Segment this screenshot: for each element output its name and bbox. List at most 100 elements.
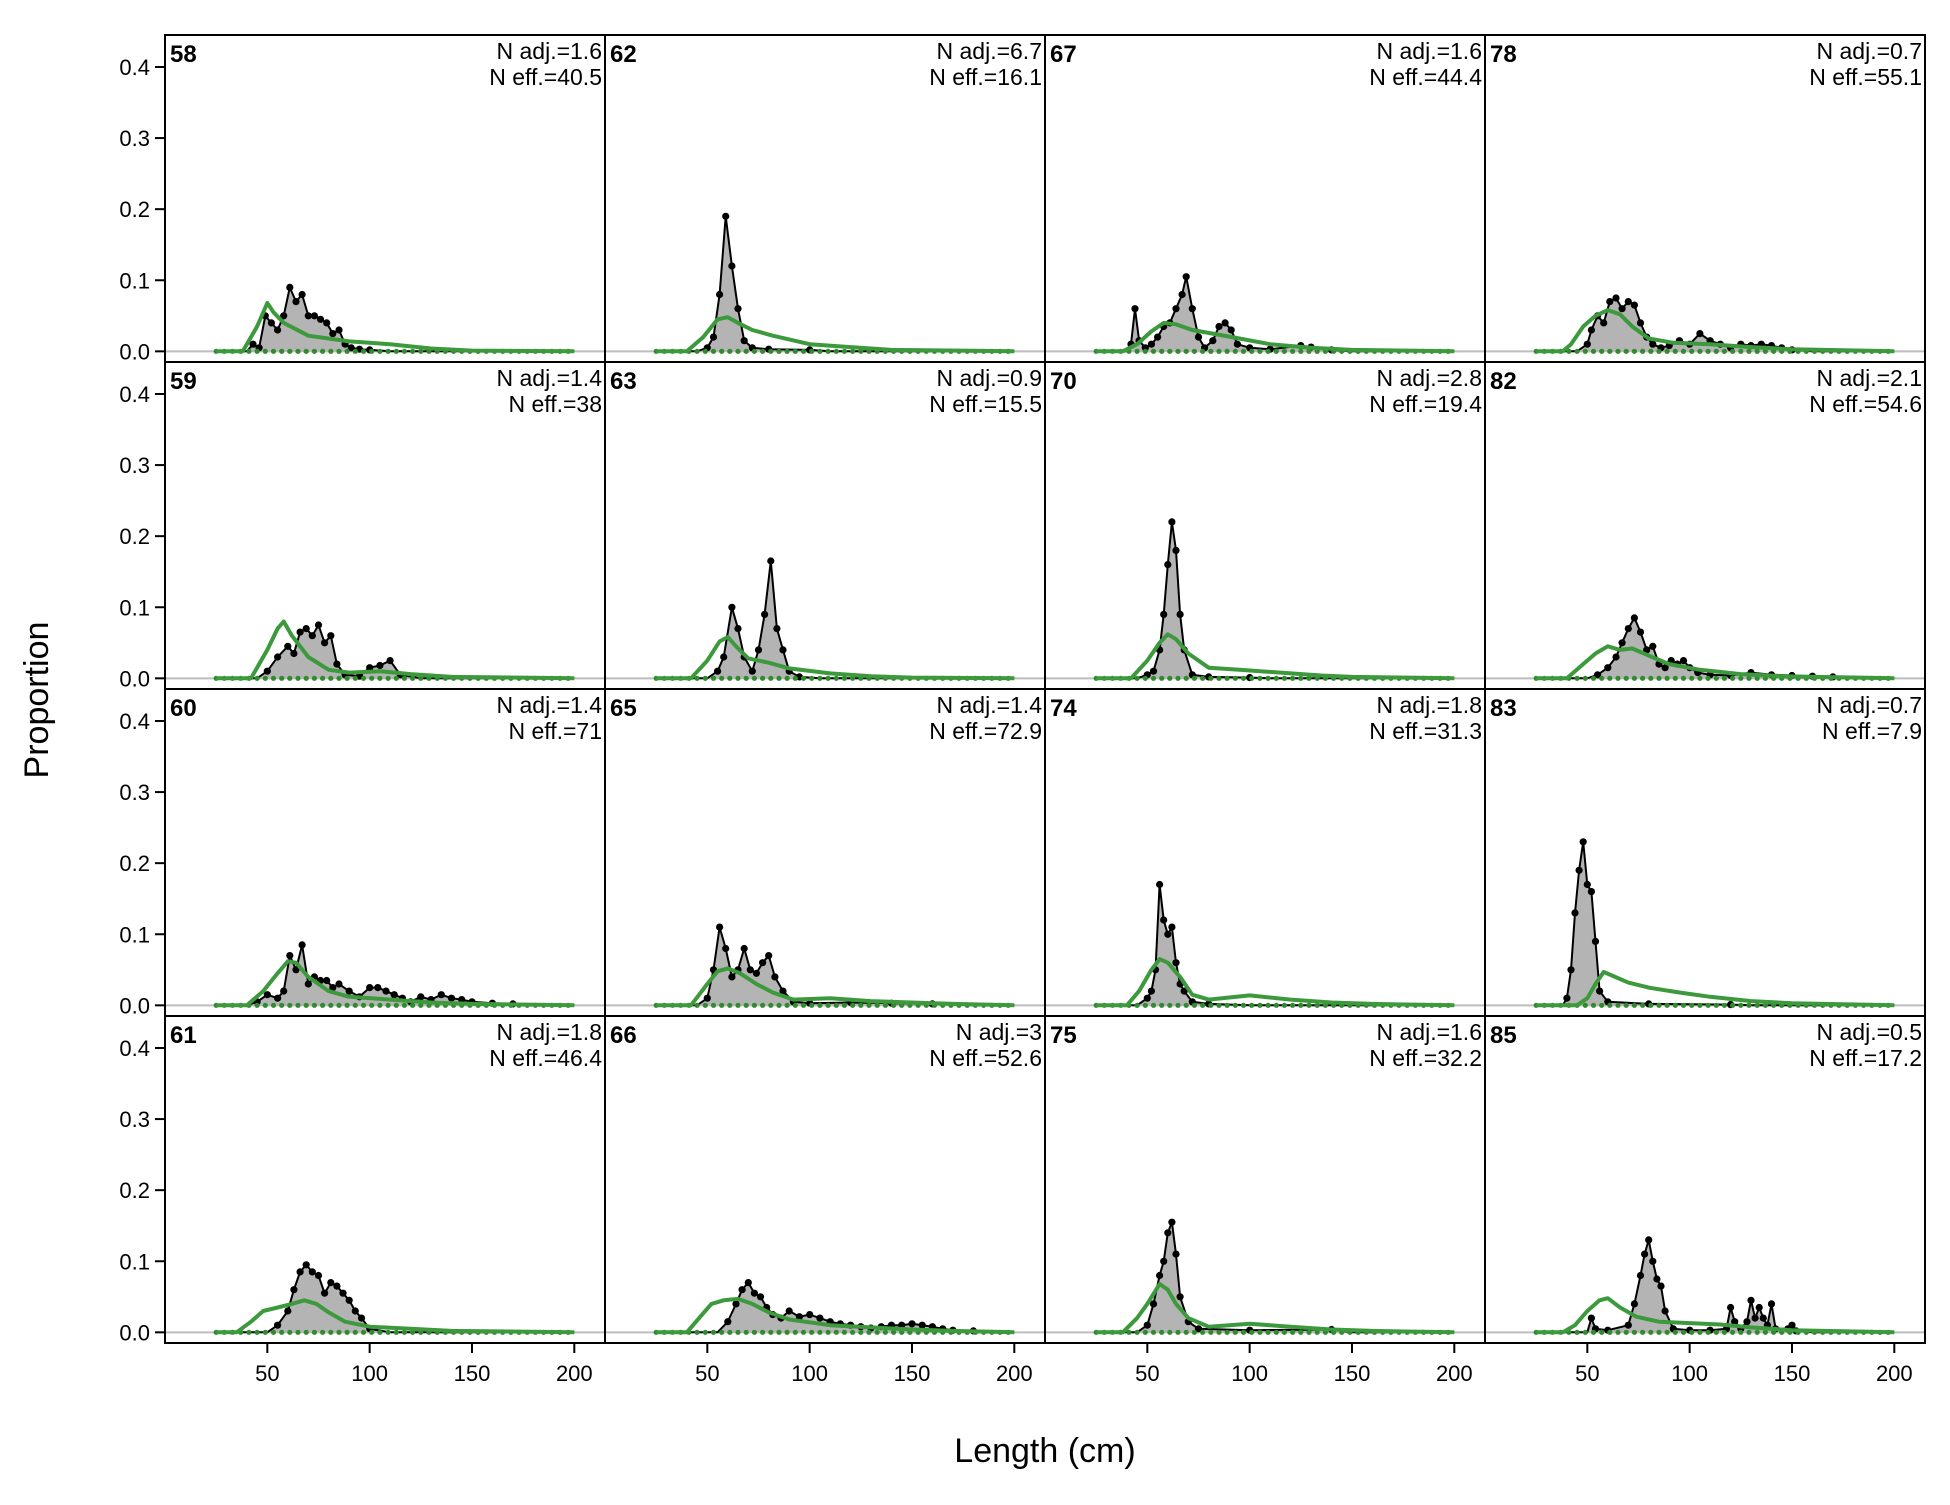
observed-point <box>752 969 761 977</box>
y-tick-label: 0.3 <box>119 453 150 478</box>
bin-marker <box>1257 1329 1263 1335</box>
bin-marker <box>1167 1329 1173 1335</box>
bin-marker <box>1134 675 1140 681</box>
bin-marker <box>369 1002 375 1008</box>
observed-point <box>1645 1236 1653 1244</box>
bin-marker <box>809 348 815 354</box>
bin-marker <box>1265 1002 1271 1008</box>
observed-point <box>1657 1282 1665 1290</box>
bin-marker <box>1191 675 1197 681</box>
bin-marker <box>1208 1329 1214 1335</box>
bin-marker <box>1290 1002 1296 1008</box>
bin-marker <box>1721 675 1727 681</box>
observed-point <box>1168 923 1176 931</box>
x-tick-label: 150 <box>454 1361 491 1386</box>
panel-82: 82 N adj.=2.1N eff.=54.6 <box>1484 361 1926 690</box>
panel-58: 58 N adj.=1.6N eff.=40.5 <box>164 34 606 363</box>
bin-marker <box>1273 348 1279 354</box>
observed-point <box>773 625 781 633</box>
bin-marker <box>1648 1002 1654 1008</box>
observed-point <box>333 1282 341 1290</box>
bin-marker <box>1257 675 1263 681</box>
bin-marker <box>1680 1329 1687 1335</box>
bin-marker <box>1640 1329 1646 1335</box>
bin-marker <box>850 348 856 354</box>
bin-marker <box>1183 348 1189 354</box>
observed-point <box>1147 340 1155 348</box>
observed-point <box>417 993 425 1001</box>
bin-marker <box>1689 1002 1695 1008</box>
bin-marker <box>1705 1002 1711 1008</box>
bin-marker <box>784 675 790 681</box>
bin-marker <box>727 348 733 354</box>
observed-point <box>1215 322 1223 331</box>
bin-marker <box>1664 1002 1670 1008</box>
bin-marker <box>336 1329 342 1335</box>
bin-marker <box>262 1002 268 1008</box>
observed-point <box>376 661 384 670</box>
bin-marker <box>1159 1002 1165 1008</box>
bin-marker <box>1607 1002 1613 1008</box>
observed-area <box>1536 298 1895 352</box>
bin-marker <box>702 1329 708 1335</box>
observed-point <box>728 262 736 270</box>
observed-point <box>284 642 292 650</box>
observed-line <box>216 1263 575 1334</box>
n-adj-label: N adj.=1.4 <box>497 692 603 718</box>
x-tick-label: 200 <box>1876 1361 1913 1386</box>
panel-83: 83 N adj.=0.7N eff.=7.9 <box>1484 688 1926 1017</box>
observed-point <box>1731 1318 1739 1326</box>
observed-point <box>323 976 331 985</box>
bin-marker <box>751 1329 758 1335</box>
n-eff-label: N eff.=55.1 <box>1809 64 1922 90</box>
bin-marker <box>710 675 717 681</box>
bin-marker <box>320 348 326 354</box>
bin-marker <box>303 1002 309 1008</box>
bin-marker <box>727 675 733 681</box>
observed-point <box>1743 1318 1751 1326</box>
bin-marker <box>850 1329 856 1335</box>
n-adj-label: N adj.=1.8 <box>1377 692 1483 718</box>
bin-marker <box>1705 348 1711 354</box>
bin-marker <box>1746 348 1752 354</box>
bin-marker <box>1607 348 1613 354</box>
observed-point <box>1172 305 1180 313</box>
bin-marker <box>369 675 375 681</box>
observed-line <box>1096 884 1455 1007</box>
n-eff-label: N eff.=44.4 <box>1369 64 1482 90</box>
n-adj-label: N adj.=1.4 <box>497 365 603 391</box>
bin-marker <box>360 348 367 354</box>
observed-area <box>656 561 1015 679</box>
x-tick-label: 50 <box>1135 1361 1159 1386</box>
y-tick-label: 0.2 <box>119 197 150 222</box>
bin-marker <box>1224 675 1230 681</box>
observed-point <box>1641 1250 1649 1258</box>
expected-line <box>1536 644 1895 681</box>
bin-marker <box>385 1329 391 1335</box>
bin-marker <box>1273 1002 1279 1008</box>
bin-marker <box>1150 1002 1157 1008</box>
bin-marker <box>1648 1329 1654 1335</box>
bin-marker <box>352 1329 358 1335</box>
observed-point <box>345 987 353 995</box>
bin-marker <box>1648 675 1654 681</box>
observed-point <box>724 1318 732 1326</box>
expected-line <box>1096 1282 1455 1335</box>
bin-marker <box>817 1002 823 1008</box>
observed-point <box>1227 326 1235 334</box>
bin-marker <box>1142 675 1148 681</box>
observed-line <box>1096 1221 1455 1334</box>
x-tick-label: 50 <box>695 1361 719 1386</box>
bin-marker <box>287 1329 293 1335</box>
bin-marker <box>246 1329 252 1335</box>
bin-marker <box>719 348 725 354</box>
n-adj-label: N adj.=2.1 <box>1817 365 1923 391</box>
observed-point <box>310 312 318 320</box>
observed-point <box>1188 305 1196 313</box>
bin-marker <box>1159 1329 1165 1335</box>
observed-line <box>1096 276 1455 353</box>
bin-marker <box>1167 348 1173 354</box>
observed-point <box>1567 966 1575 974</box>
bin-marker <box>1566 348 1572 354</box>
observed-point <box>267 319 275 327</box>
